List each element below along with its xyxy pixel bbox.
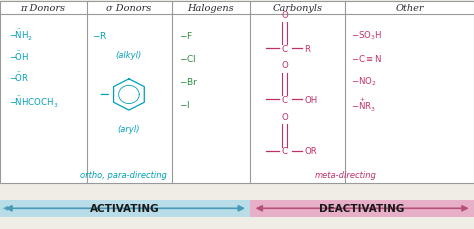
Text: $-{\rm C}{\equiv}{\rm N}$: $-{\rm C}{\equiv}{\rm N}$ xyxy=(351,53,382,64)
Bar xyxy=(250,200,474,217)
Text: $-{\rm I}$: $-{\rm I}$ xyxy=(179,99,191,110)
Text: $-\!\ddot{\rm O}{\rm H}$: $-\!\ddot{\rm O}{\rm H}$ xyxy=(9,49,30,63)
Text: Halogens: Halogens xyxy=(188,4,234,13)
Text: meta-directing: meta-directing xyxy=(315,171,377,180)
Text: C: C xyxy=(282,45,287,54)
Bar xyxy=(0,2,474,183)
Text: $-\!\ddot{\rm N}{\rm H}_2$: $-\!\ddot{\rm N}{\rm H}_2$ xyxy=(9,28,34,43)
Text: $-{\rm Br}$: $-{\rm Br}$ xyxy=(179,76,199,87)
Text: π Donors: π Donors xyxy=(20,4,65,13)
Text: Carbonyls: Carbonyls xyxy=(273,4,323,13)
Text: $-{\rm NO}_2$: $-{\rm NO}_2$ xyxy=(351,75,377,87)
Bar xyxy=(0,200,250,217)
Text: $-{\rm SO}_3{\rm H}$: $-{\rm SO}_3{\rm H}$ xyxy=(351,29,382,42)
Text: ortho, para-directing: ortho, para-directing xyxy=(80,171,167,180)
Text: R: R xyxy=(304,45,310,54)
Text: DEACTIVATING: DEACTIVATING xyxy=(319,203,405,213)
Text: $-{\rm R}$: $-{\rm R}$ xyxy=(92,30,108,41)
FancyArrowPatch shape xyxy=(3,206,8,211)
FancyArrowPatch shape xyxy=(257,206,467,211)
Text: $-\!\ddot{\rm O}{\rm R}$: $-\!\ddot{\rm O}{\rm R}$ xyxy=(9,70,30,84)
Text: C: C xyxy=(282,95,287,104)
Text: OH: OH xyxy=(304,95,318,104)
Text: ACTIVATING: ACTIVATING xyxy=(91,203,160,213)
Text: O: O xyxy=(281,112,288,121)
Text: $-\!\ddot{\rm N}{\rm HCOCH}_3$: $-\!\ddot{\rm N}{\rm HCOCH}_3$ xyxy=(9,94,59,110)
Text: $-\overset{+}{\rm N}{\rm R}_3$: $-\overset{+}{\rm N}{\rm R}_3$ xyxy=(351,95,376,113)
Text: (alkyl): (alkyl) xyxy=(116,50,142,60)
Text: OR: OR xyxy=(304,147,317,156)
Text: O: O xyxy=(281,11,288,19)
Text: $-{\rm Cl}$: $-{\rm Cl}$ xyxy=(179,53,197,64)
Text: $-{\rm F}$: $-{\rm F}$ xyxy=(179,30,193,41)
Text: (aryl): (aryl) xyxy=(118,125,140,134)
Text: O: O xyxy=(281,61,288,70)
FancyArrowPatch shape xyxy=(7,206,243,211)
Text: Other: Other xyxy=(395,4,424,13)
Text: C: C xyxy=(282,147,287,156)
Text: σ Donors: σ Donors xyxy=(106,4,152,13)
